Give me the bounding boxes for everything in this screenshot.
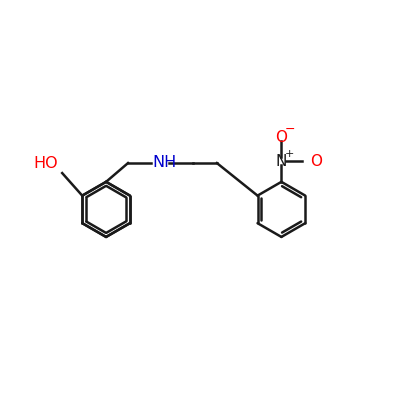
Text: +: + bbox=[285, 149, 294, 159]
Text: N: N bbox=[276, 154, 287, 169]
Text: −: − bbox=[284, 123, 295, 136]
Text: HO: HO bbox=[34, 156, 58, 170]
Text: NH: NH bbox=[152, 155, 177, 170]
Text: O: O bbox=[310, 154, 322, 169]
Text: O: O bbox=[275, 130, 287, 145]
